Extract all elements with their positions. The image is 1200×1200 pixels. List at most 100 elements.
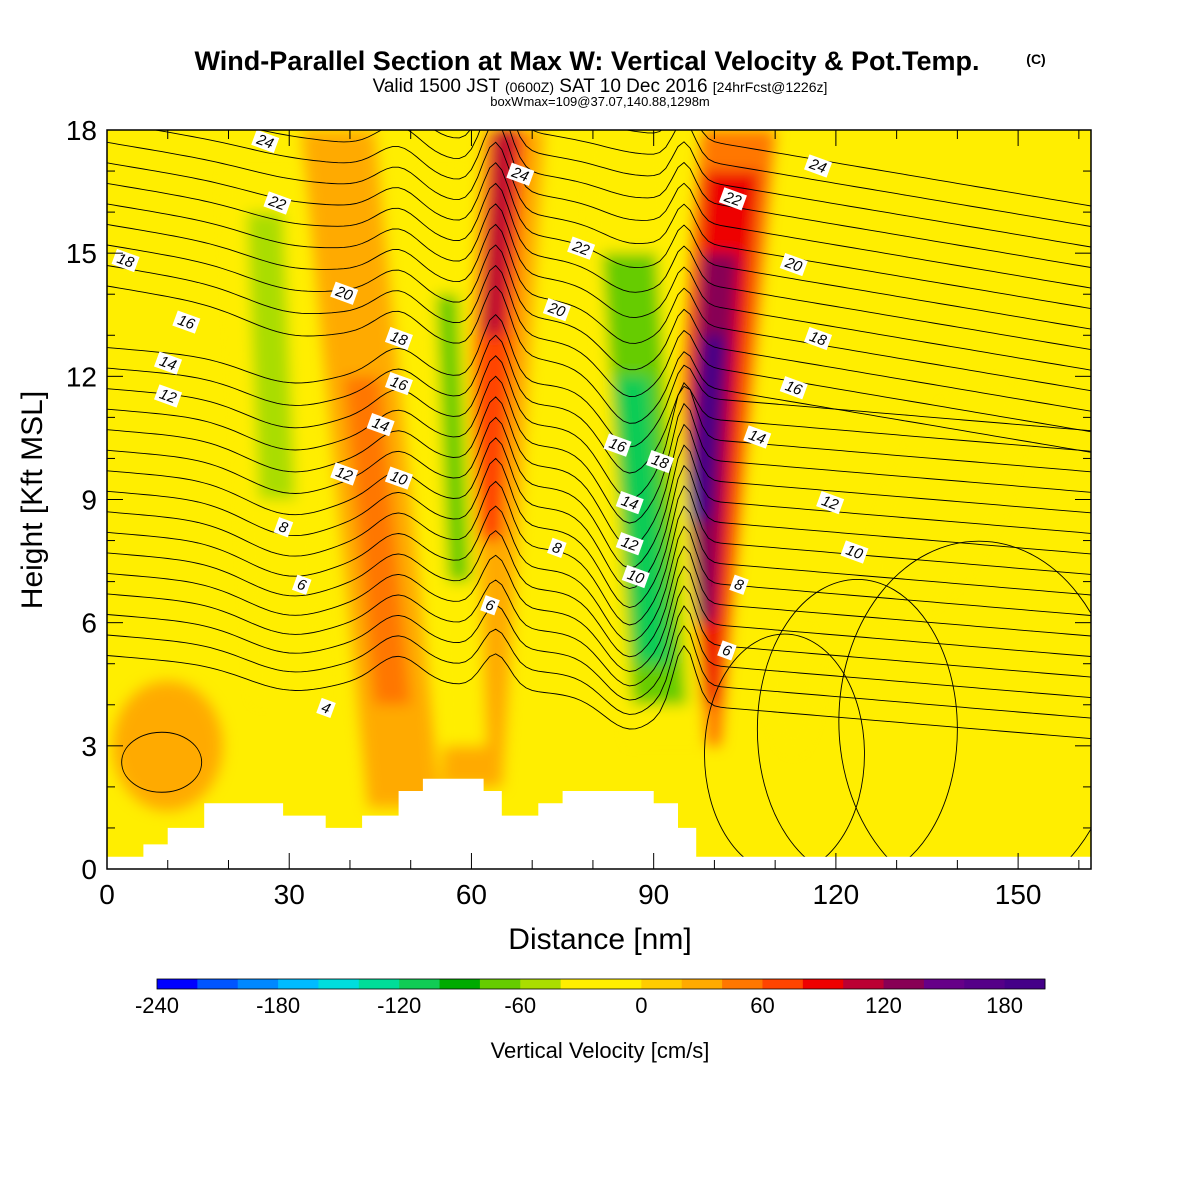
y-tick-label: 9	[81, 485, 97, 516]
contour-label-text: 22	[266, 192, 289, 214]
colorbar-swatch	[923, 979, 965, 989]
x-axis: 0 30 60 90 120 150	[99, 130, 1080, 910]
contour-label: 24	[251, 130, 280, 153]
contour-label: 18	[384, 326, 413, 351]
y-axis: 0 3 6 9 12 15 18	[66, 115, 1091, 885]
theta-contour-line	[107, 480, 1091, 626]
colorbar-swatch	[560, 979, 602, 989]
contour-label-box	[779, 376, 808, 400]
contour-label-box	[154, 351, 183, 375]
contour-label-box	[251, 130, 280, 153]
colorbar-tick-label: -180	[256, 993, 300, 1018]
x-tick-label: 0	[99, 879, 115, 910]
colorbar-tick-label: 180	[986, 993, 1023, 1018]
contour-label-text: 20	[332, 283, 355, 305]
contour-label-box	[729, 574, 749, 595]
contour-label: 18	[646, 449, 675, 474]
contour-label: 14	[366, 413, 395, 437]
colorbar-swatch	[278, 979, 319, 989]
contour-label-box	[480, 595, 500, 616]
contour-label-box	[779, 252, 808, 277]
downdraft-band	[246, 212, 296, 500]
contour-label-box	[330, 462, 359, 486]
downdraft-cell	[768, 614, 819, 755]
colorbar-swatch	[843, 979, 885, 989]
contour-label-text: 14	[746, 427, 767, 449]
title-copyright-mark: (C)	[1026, 51, 1045, 67]
info-line: boxWmax=109@37.07,140.88,1298m	[490, 94, 710, 109]
contour-label-box	[743, 425, 772, 449]
theta-contour-line	[531, 130, 1091, 227]
contour-label-box	[330, 281, 359, 305]
downdraft-band	[436, 294, 471, 582]
theta-contour-closed	[121, 731, 203, 793]
theta-contour-line	[107, 579, 1091, 687]
y-tick-label: 15	[66, 238, 97, 269]
x-tick-label: 60	[456, 879, 487, 910]
x-axis-label: Distance [nm]	[508, 923, 691, 956]
contour-label-text: 12	[619, 533, 641, 555]
contour-label-box	[384, 326, 413, 351]
theta-contour-line	[107, 355, 1091, 500]
colorbar-swatch	[601, 979, 642, 989]
chart-title: Wind-Parallel Section at Max W: Vertical…	[195, 46, 980, 76]
contour-label-box	[646, 449, 675, 474]
contour-label-text: 14	[619, 492, 640, 514]
colorbar-swatch	[802, 979, 844, 989]
contour-label-box	[384, 466, 413, 490]
theta-contour-line	[107, 334, 1091, 474]
contour-label: 20	[542, 298, 571, 322]
contour-label-box	[111, 248, 140, 273]
contour-label: 10	[384, 466, 413, 490]
contour-label-box	[717, 640, 737, 661]
subtitle-forecast: [24hrFcst@1226z]	[713, 79, 828, 95]
contour-label: 8	[273, 517, 294, 538]
contour-label-text: 14	[157, 353, 178, 375]
contour-label-box	[804, 326, 833, 351]
contour-label: 12	[330, 462, 359, 486]
contour-label-text: 10	[844, 542, 866, 564]
colorbar-swatch	[722, 979, 763, 989]
contour-label-text: 24	[253, 131, 275, 153]
contour-label-box	[718, 187, 747, 211]
contour-label-box	[273, 517, 294, 538]
theta-contour-line	[624, 130, 1091, 207]
colorbar-swatch	[762, 979, 804, 989]
contour-label-box	[840, 540, 869, 564]
contour-label: 18	[111, 248, 140, 273]
contour-label-box	[804, 154, 833, 178]
y-tick-label: 6	[81, 608, 97, 639]
theta-contour-line	[107, 437, 1091, 589]
contour-label: 6	[717, 640, 737, 661]
contour-label: 18	[804, 326, 833, 351]
contour-label-box	[291, 574, 312, 595]
contour-label-text: 24	[806, 155, 828, 177]
contour-label-box	[615, 491, 644, 515]
y-tick-label: 12	[66, 361, 97, 392]
contour-label-text: 16	[388, 373, 410, 395]
contour-label-text: 18	[649, 451, 671, 473]
theta-contour-line	[107, 604, 1091, 701]
colorbar-swatch	[318, 979, 360, 989]
contour-label-box	[384, 371, 413, 396]
y-axis-label: Height [Kft MSL]	[16, 391, 49, 609]
contour-label-box	[263, 191, 292, 215]
theta-contour-line	[107, 625, 1091, 719]
contour-label: 20	[779, 252, 808, 277]
contour-label: 22	[567, 236, 596, 260]
theta-contour-closed	[756, 579, 958, 869]
subtitle-date: SAT 10 Dec 2016	[559, 76, 707, 97]
contour-label: 12	[816, 491, 845, 515]
contour-label-box	[506, 162, 535, 186]
updraft-cell	[112, 680, 223, 811]
theta-contour-line	[107, 644, 1091, 740]
theta-contour-line	[107, 375, 1091, 524]
downdraft-cell	[871, 379, 1020, 620]
contour-label-text: 16	[175, 312, 197, 334]
x-tick-label: 30	[274, 879, 305, 910]
contour-label-text: 12	[819, 492, 841, 514]
contour-label: 6	[291, 574, 312, 595]
subtitle-valid: Valid 1500 JST	[373, 76, 501, 97]
contour-label: 16	[384, 371, 413, 396]
contour-label: 8	[729, 574, 749, 595]
